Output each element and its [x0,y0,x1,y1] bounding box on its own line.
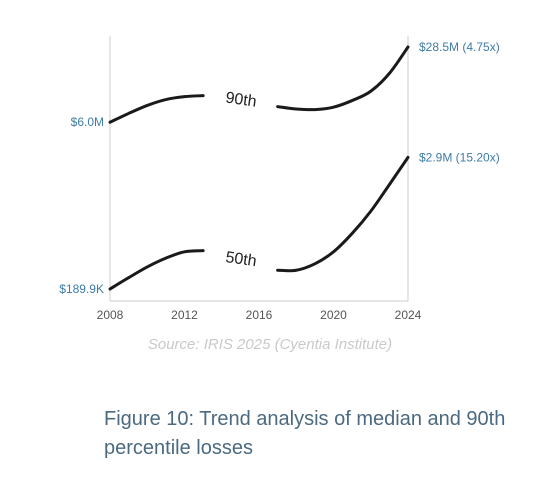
end-value-label-50th: $2.9M (15.20x) [419,150,500,164]
series-label-50th: 50th [224,249,257,270]
x-tick-label: 2008 [97,308,124,322]
figure-caption: Figure 10: Trend analysis of median and … [104,405,544,463]
chart-axes [109,36,409,302]
series-label-90th: 90th [224,90,257,111]
caption-line-1: Figure 10: Trend analysis of median and … [104,408,506,430]
x-tick-label: 2020 [320,308,347,322]
series-labels: 90th $6.0M $28.5M (4.75x) 50th $189.9K $2.9M … [59,40,499,296]
source-note: Source: IRIS 2025 (Cyentia Institute) [148,336,392,353]
x-tick-label: 2024 [395,308,422,322]
x-tick-label: 2016 [246,308,273,322]
caption-line-2: percentile losses [104,437,253,459]
start-value-label-90th: $6.0M [71,115,104,129]
series-line-50th-part-2 [276,155,410,273]
end-value-label-90th: $28.5M (4.75x) [419,40,500,54]
series-lines [108,45,410,291]
x-tick-label: 2012 [171,308,198,322]
x-tick-labels: 2008 2012 2016 2020 2024 [97,308,422,322]
series-line-50th-part-1 [108,249,205,291]
series-line-90th-part-1 [108,94,205,124]
start-value-label-50th: $189.9K [59,282,104,296]
series-line-90th-part-2 [276,45,410,112]
